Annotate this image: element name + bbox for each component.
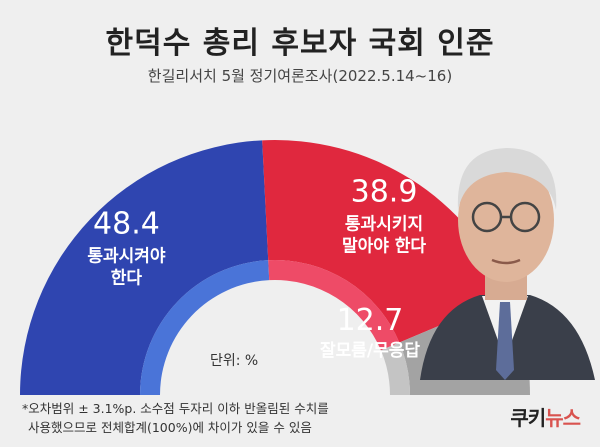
page-subtitle: 한길리서치 5월 정기여론조사(2022.5.14~16) — [147, 67, 453, 85]
data-label-value-2: 38.9 — [351, 174, 418, 209]
data-label-text-3-1: 잘모름/무응답 — [320, 340, 420, 361]
data-label-value-1: 48.4 — [93, 207, 160, 242]
data-label-text-1-1: 통과시켜야 — [87, 247, 166, 267]
data-label-value-3: 12.7 — [337, 303, 404, 338]
footnote-line-2: 사용했으므로 전체합계(100%)에 차이가 있을 수 있음 — [28, 420, 312, 435]
logo: 쿠키뉴스 — [510, 402, 581, 431]
portrait-hair — [457, 148, 557, 210]
data-label-text-2-1: 통과시키지 — [345, 214, 423, 234]
pie-slice-1 — [20, 140, 269, 395]
inner-ring-slice-2 — [268, 260, 400, 351]
unit-label: 단위: % — [210, 353, 259, 369]
logo-part-1: 쿠키 — [510, 406, 546, 430]
logo-part-2: 뉴스 — [545, 406, 581, 430]
portrait-mouth — [491, 258, 521, 265]
data-label-text-1-2: 한다 — [111, 269, 143, 289]
footnote: *오차범위 ± 3.1%p. 소수점 두자리 이하 반올림된 수치를 사용했으므… — [22, 399, 329, 437]
inner-ring-slice-1 — [140, 260, 270, 395]
pie-slice-2 — [262, 140, 510, 343]
page-title: 한덕수 총리 후보자 국회 인준 — [105, 26, 495, 61]
data-label-text-2-2: 말아야 한다 — [342, 235, 426, 256]
footnote-line-1: *오차범위 ± 3.1%p. 소수점 두자리 이하 반올림된 수치를 — [22, 401, 329, 416]
inner-ring-slice-3 — [380, 342, 410, 395]
portrait-face — [458, 158, 554, 282]
person-portrait — [420, 148, 595, 380]
portrait-tie — [496, 302, 514, 380]
